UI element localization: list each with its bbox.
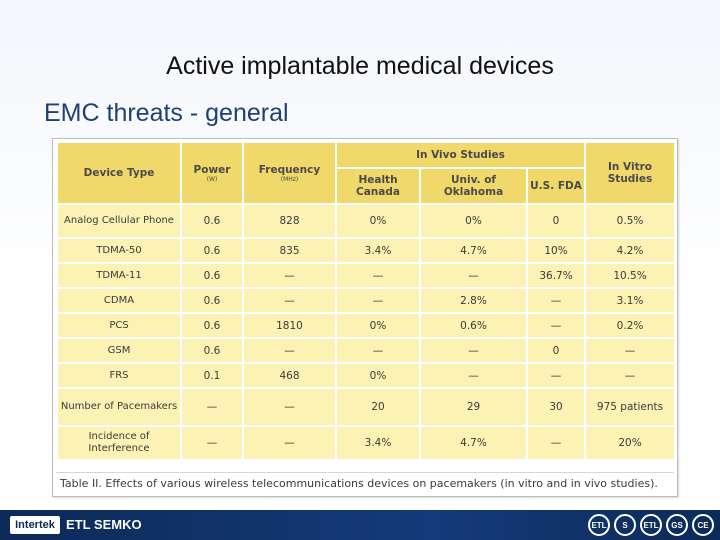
table-cell: 3.4% (335, 237, 421, 264)
table-cell: 0.6 (180, 237, 244, 264)
header-in-vivo: In Vivo Studies (334, 141, 587, 169)
header-frequency-label: Frequency (258, 163, 321, 176)
table-cell: GSM (56, 337, 182, 364)
gs-mark-icon: GS (666, 514, 688, 536)
table-cell: — (584, 362, 677, 389)
header-health-canada: Health Canada (335, 167, 421, 205)
table-cell: 4.2% (584, 237, 677, 264)
table-cell: 835 (242, 237, 337, 264)
table-cell: 4.7% (419, 425, 528, 461)
header-power-unit: (W) (206, 175, 218, 183)
table-cell: 0 (525, 337, 587, 364)
intertek-logo: Intertek (10, 516, 60, 534)
table-cell: — (419, 362, 528, 389)
table-cell: — (584, 337, 677, 364)
table-cell: PCS (56, 312, 182, 339)
table-cell: 0.6 (180, 262, 244, 289)
header-in-vitro: In Vitro Studies (584, 141, 677, 205)
table-cell: — (335, 287, 421, 314)
table-cell: 0.2% (584, 312, 677, 339)
pacemaker-table-figure: Device Type Power (W) Frequency (MHz) In… (52, 138, 678, 497)
ce-mark-icon: CE (692, 514, 714, 536)
header-fda: U.S. FDA (525, 167, 587, 205)
table-cell: 0.5% (584, 203, 677, 239)
table-cell: — (335, 262, 421, 289)
table-cell: 30 (525, 387, 587, 427)
table-cell: FRS (56, 362, 182, 389)
etl-semko-mark-icon: ETL (640, 514, 662, 536)
table-cell: 468 (242, 362, 337, 389)
table-cell: 10% (525, 237, 587, 264)
table-cell: 29 (419, 387, 528, 427)
table-cell: 1810 (242, 312, 337, 339)
table-cell: 20% (584, 425, 677, 461)
table-cell: — (525, 425, 587, 461)
header-power: Power (W) (180, 141, 244, 205)
page-subtitle: EMC threats - general (44, 99, 289, 127)
table-cell: 975 patients (584, 387, 677, 427)
table-cell: Incidence of Interference (56, 425, 182, 461)
table-cell: 828 (242, 203, 337, 239)
table-cell: CDMA (56, 287, 182, 314)
etl-mark-icon: ETL (588, 514, 610, 536)
page-title: Active implantable medical devices (166, 52, 554, 80)
table-row: TDMA-50 0.6 835 3.4% 4.7% 10% 4.2% (56, 237, 677, 264)
table-row: CDMA 0.6 — — 2.8% — 3.1% (56, 287, 677, 314)
table-cell: 0.1 (180, 362, 244, 389)
table-row: FRS 0.1 468 0% — — — (56, 362, 677, 389)
header-device-type: Device Type (56, 141, 182, 205)
table-cell: 20 (335, 387, 421, 427)
table-cell: — (419, 337, 528, 364)
table-cell: 2.8% (419, 287, 528, 314)
table-cell: 0% (335, 203, 421, 239)
table-cell: 0.6 (180, 287, 244, 314)
table-cell: 0 (525, 203, 587, 239)
header-power-label: Power (193, 163, 231, 176)
table-cell: Analog Cellular Phone (56, 203, 182, 239)
table-cell: 0% (335, 312, 421, 339)
table-cell: — (242, 337, 337, 364)
table-cell: 0.6% (419, 312, 528, 339)
table-cell: 0.6 (180, 312, 244, 339)
table-row: Incidence of Interference — — 3.4% 4.7% … (56, 425, 677, 461)
table-cell: 4.7% (419, 237, 528, 264)
table-cell: — (525, 362, 587, 389)
table-cell: Number of Pacemakers (56, 387, 182, 427)
table-row: PCS 0.6 1810 0% 0.6% — 0.2% (56, 312, 677, 339)
s-mark-icon: S (614, 514, 636, 536)
table-cell: 3.1% (584, 287, 677, 314)
header-frequency: Frequency (MHz) (242, 141, 337, 205)
table-cell: — (525, 287, 587, 314)
table-cell: 0% (335, 362, 421, 389)
table-cell: — (180, 425, 244, 461)
table-cell: TDMA-50 (56, 237, 182, 264)
header-frequency-unit: (MHz) (280, 175, 299, 183)
table-cell: 0.6 (180, 203, 244, 239)
table-cell: — (419, 262, 528, 289)
table-cell: — (242, 387, 337, 427)
table-cell: — (525, 312, 587, 339)
table-cell: 0.6 (180, 337, 244, 364)
table-cell: 0% (419, 203, 528, 239)
table-caption: Table II. Effects of various wireless te… (56, 472, 674, 494)
table-cell: — (335, 337, 421, 364)
table-cell: — (180, 387, 244, 427)
table-row: TDMA-11 0.6 — — — 36.7% 10.5% (56, 262, 677, 289)
pacemaker-table: Device Type Power (W) Frequency (MHz) In… (56, 141, 677, 461)
footer-bar: Intertek ETL SEMKO ETL S ETL GS CE (0, 510, 720, 540)
table-row: Analog Cellular Phone 0.6 828 0% 0% 0 0.… (56, 203, 677, 239)
table-cell: — (242, 425, 337, 461)
table-row: GSM 0.6 — — — 0 — (56, 337, 677, 364)
table-cell: — (242, 262, 337, 289)
brand-name: ETL SEMKO (66, 517, 142, 532)
header-oklahoma: Univ. of Oklahoma (419, 167, 528, 205)
table-cell: 36.7% (525, 262, 587, 289)
table-cell: TDMA-11 (56, 262, 182, 289)
certification-marks: ETL S ETL GS CE (588, 514, 714, 536)
table-cell: — (242, 287, 337, 314)
table-cell: 3.4% (335, 425, 421, 461)
table-row: Number of Pacemakers — — 20 29 30 975 pa… (56, 387, 677, 427)
table-cell: 10.5% (584, 262, 677, 289)
